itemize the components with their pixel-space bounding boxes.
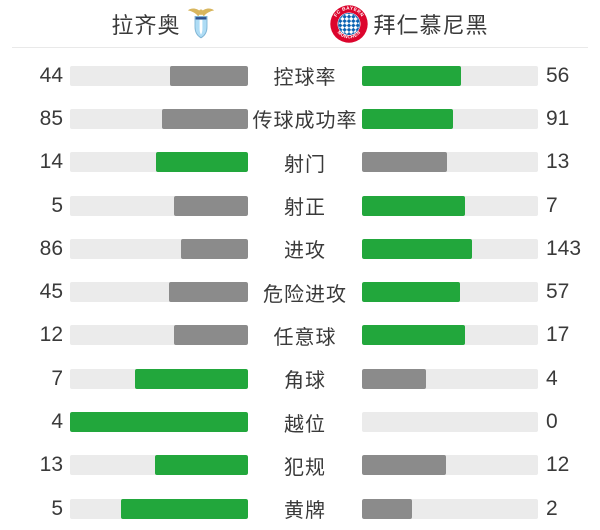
home-stat-bar-fill bbox=[173, 195, 248, 216]
away-stat-bar-fill bbox=[362, 325, 466, 346]
away-stat-bar-fill bbox=[362, 498, 413, 519]
away-stat-value: 2 bbox=[546, 496, 558, 520]
home-stat-value: 5 bbox=[51, 496, 63, 520]
stats-list: 44 控球率 56 85 传球成功率 91 14 射门 13 5 bbox=[0, 54, 600, 530]
home-stat-bar bbox=[70, 412, 248, 433]
home-stat-bar-fill bbox=[155, 152, 248, 173]
away-stat-value: 17 bbox=[546, 323, 570, 347]
stat-label: 危险进攻 bbox=[263, 283, 347, 306]
home-stat-bar-fill bbox=[181, 238, 248, 259]
stat-row: 44 控球率 56 bbox=[0, 54, 600, 97]
away-stat-bar bbox=[362, 282, 538, 303]
home-team: 拉齐奥 bbox=[111, 7, 214, 41]
home-team-name: 拉齐奥 bbox=[111, 12, 181, 38]
away-stat-bar bbox=[362, 195, 538, 216]
match-header: 拉齐奥 bbox=[0, 0, 600, 47]
stat-row: 5 黄牌 2 bbox=[0, 487, 600, 530]
stat-label: 黄牌 bbox=[284, 500, 326, 523]
away-stat-bar bbox=[362, 412, 538, 433]
stat-row: 85 传球成功率 91 bbox=[0, 97, 600, 140]
bayern-logo-icon: FC BAYERN MÜNCHEN bbox=[329, 4, 368, 43]
home-stat-bar-fill bbox=[162, 108, 248, 129]
home-stat-bar bbox=[70, 282, 248, 303]
away-stat-bar-fill bbox=[362, 238, 472, 259]
away-stat-bar-fill bbox=[362, 152, 447, 173]
away-stat-value: 143 bbox=[546, 236, 582, 260]
away-stat-bar-fill bbox=[362, 368, 426, 389]
home-stat-value: 14 bbox=[39, 150, 63, 174]
stat-row: 5 射正 7 bbox=[0, 184, 600, 227]
home-stat-value: 85 bbox=[39, 106, 63, 130]
stat-label: 进攻 bbox=[284, 240, 326, 263]
home-stat-bar bbox=[70, 498, 248, 519]
stat-label: 传球成功率 bbox=[252, 110, 358, 133]
away-stat-value: 0 bbox=[546, 410, 558, 434]
stat-label: 越位 bbox=[284, 413, 326, 436]
home-stat-bar bbox=[70, 368, 248, 389]
home-stat-bar bbox=[70, 108, 248, 129]
away-stat-bar-fill bbox=[362, 282, 461, 303]
stat-row: 14 射门 13 bbox=[0, 141, 600, 184]
home-stat-bar bbox=[70, 152, 248, 173]
away-stat-value: 4 bbox=[546, 366, 558, 390]
stat-row: 13 犯规 12 bbox=[0, 444, 600, 487]
stat-row: 7 角球 4 bbox=[0, 357, 600, 400]
home-stat-bar bbox=[70, 65, 248, 86]
home-stat-value: 7 bbox=[51, 366, 63, 390]
home-stat-bar-fill bbox=[120, 498, 248, 519]
home-stat-value: 13 bbox=[39, 453, 63, 477]
lazio-badge-icon bbox=[187, 7, 215, 41]
home-stat-bar-fill bbox=[134, 368, 248, 389]
stat-label: 任意球 bbox=[273, 326, 337, 349]
home-stat-value: 12 bbox=[39, 323, 63, 347]
away-stat-value: 7 bbox=[546, 193, 558, 217]
stat-label: 射门 bbox=[284, 153, 326, 176]
stat-label: 角球 bbox=[284, 370, 326, 393]
away-stat-value: 56 bbox=[546, 63, 570, 87]
away-stat-value: 12 bbox=[546, 453, 570, 477]
away-stat-bar bbox=[362, 368, 538, 389]
stat-row: 12 任意球 17 bbox=[0, 314, 600, 357]
stat-row: 4 越位 0 bbox=[0, 400, 600, 443]
away-stat-bar bbox=[362, 498, 538, 519]
away-stat-value: 57 bbox=[546, 280, 570, 304]
home-stat-value: 5 bbox=[51, 193, 63, 217]
home-stat-value: 44 bbox=[39, 63, 63, 87]
stat-label: 控球率 bbox=[273, 67, 337, 90]
stat-row: 86 进攻 143 bbox=[0, 227, 600, 270]
away-stat-bar bbox=[362, 108, 538, 129]
home-stat-bar-fill bbox=[174, 325, 248, 346]
home-stat-bar bbox=[70, 325, 248, 346]
away-stat-bar bbox=[362, 152, 538, 173]
away-team: FC BAYERN MÜNCHEN 拜仁慕尼黑 bbox=[329, 4, 489, 43]
home-stat-bar-fill bbox=[70, 412, 248, 433]
away-stat-bar-fill bbox=[362, 455, 447, 476]
away-stat-value: 13 bbox=[546, 150, 570, 174]
away-stat-bar bbox=[362, 65, 538, 86]
stat-label: 犯规 bbox=[284, 456, 326, 479]
home-stat-value: 45 bbox=[39, 280, 63, 304]
home-stat-bar-fill bbox=[169, 282, 248, 303]
header-divider bbox=[12, 47, 588, 48]
away-team-name: 拜仁慕尼黑 bbox=[373, 12, 489, 38]
away-stat-bar bbox=[362, 238, 538, 259]
home-stat-bar-fill bbox=[155, 455, 248, 476]
away-stat-bar-fill bbox=[362, 108, 453, 129]
home-stat-bar bbox=[70, 238, 248, 259]
stat-label: 射正 bbox=[284, 197, 326, 220]
away-stat-bar-fill bbox=[362, 65, 461, 86]
home-stat-bar bbox=[70, 455, 248, 476]
away-stat-bar bbox=[362, 325, 538, 346]
away-stat-bar-fill bbox=[362, 195, 465, 216]
home-stat-value: 4 bbox=[51, 410, 63, 434]
stat-row: 45 危险进攻 57 bbox=[0, 270, 600, 313]
away-stat-value: 91 bbox=[546, 106, 570, 130]
home-stat-bar bbox=[70, 195, 248, 216]
home-stat-bar-fill bbox=[169, 65, 248, 86]
away-stat-bar bbox=[362, 455, 538, 476]
home-stat-value: 86 bbox=[39, 236, 63, 260]
